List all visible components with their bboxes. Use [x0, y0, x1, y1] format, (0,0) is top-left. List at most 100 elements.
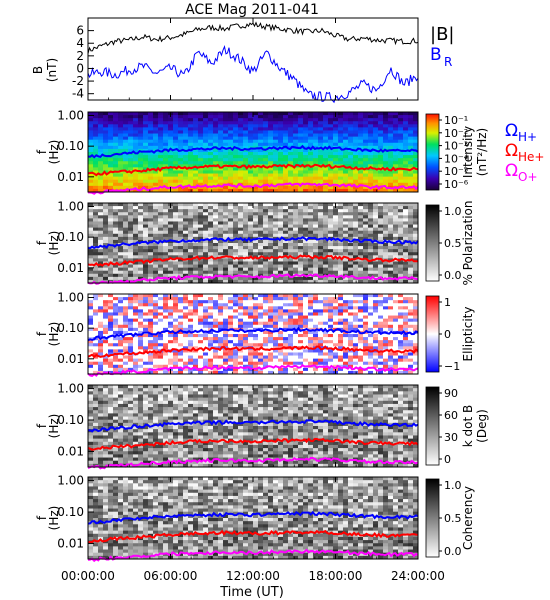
heatmap-cell	[233, 364, 239, 369]
heatmap-cell	[348, 324, 354, 329]
heatmap-cell	[293, 124, 299, 128]
heatmap-cell	[168, 321, 174, 326]
heatmap-cell	[188, 227, 194, 232]
heatmap-cell	[353, 118, 359, 122]
heatmap-cell	[188, 221, 194, 225]
heatmap-cell	[338, 276, 344, 281]
heatmap-cell	[163, 303, 169, 307]
heatmap-cell	[238, 215, 244, 219]
heatmap-cell	[248, 167, 254, 171]
heatmap-cell	[138, 158, 144, 162]
heatmap-cell	[188, 188, 194, 193]
heatmap-cell	[158, 334, 164, 338]
heatmap-cell	[88, 121, 94, 125]
heatmap-cell	[403, 124, 409, 128]
heatmap-cell	[273, 279, 279, 284]
heatmap-cell	[103, 224, 109, 229]
heatmap-cell	[173, 370, 179, 375]
heatmap-cell	[378, 145, 384, 150]
heatmap-cell	[183, 252, 189, 256]
heatmap-cell	[183, 270, 189, 275]
heatmap-cell	[303, 212, 309, 216]
heatmap-cell	[298, 367, 304, 372]
heatmap-cell	[333, 133, 339, 138]
heatmap-cell	[288, 243, 294, 247]
heatmap-cell	[268, 227, 274, 232]
heatmap-cell	[88, 361, 94, 366]
heatmap-cell	[243, 358, 249, 363]
heatmap-cell	[213, 112, 219, 116]
heatmap-cell	[323, 203, 329, 207]
heatmap-cell	[288, 209, 294, 213]
heatmap-cell	[148, 185, 154, 190]
heatmap-cell	[283, 239, 289, 244]
heatmap-cell	[113, 203, 119, 207]
heatmap-cell	[223, 261, 229, 265]
heatmap-cell	[98, 227, 104, 232]
heatmap-cell	[238, 243, 244, 247]
heatmap-cell	[353, 188, 359, 193]
heatmap-cell	[178, 130, 184, 134]
heatmap-cell	[98, 367, 104, 372]
heatmap-cell	[113, 367, 119, 372]
heatmap-cell	[378, 221, 384, 225]
heatmap-cell	[258, 261, 264, 265]
heatmap-cell	[338, 148, 344, 153]
heatmap-cell	[353, 209, 359, 213]
heatmap-cell	[313, 261, 319, 265]
heatmap-cell	[413, 267, 419, 272]
heatmap-cell	[388, 164, 394, 168]
heatmap-cell	[173, 206, 179, 210]
heatmap-cell	[293, 142, 299, 147]
heatmap-cell	[148, 324, 154, 329]
heatmap-cell	[188, 176, 194, 181]
heatmap-cell	[108, 167, 114, 171]
heatmap-cell	[198, 324, 204, 329]
heatmap-cell	[123, 249, 129, 253]
heatmap-cell	[93, 227, 99, 232]
heatmap-cell	[238, 297, 244, 301]
heatmap-cell	[308, 306, 314, 310]
heatmap-cell	[218, 227, 224, 232]
heatmap-cell	[298, 221, 304, 225]
heatmap-cell	[203, 224, 209, 229]
heatmap-cell	[298, 330, 304, 335]
heatmap-cell	[113, 167, 119, 171]
heatmap-cell	[168, 300, 174, 304]
heatmap-cell	[98, 145, 104, 150]
heatmap-cell	[218, 267, 224, 272]
heatmap-cell	[198, 270, 204, 275]
heatmap-cell	[408, 139, 414, 144]
heatmap-cell	[188, 297, 194, 301]
heatmap-cell	[318, 203, 324, 207]
gyrofrequency-legend-symbol: Ω	[505, 121, 518, 141]
heatmap-cell	[273, 182, 279, 187]
heatmap-cell	[258, 330, 264, 335]
heatmap-cell	[263, 246, 269, 250]
heatmap-cell	[108, 173, 114, 178]
heatmap-cell	[363, 124, 369, 128]
heatmap-cell	[208, 170, 214, 174]
heatmap-cell	[108, 224, 114, 229]
heatmap-cell	[138, 179, 144, 184]
heatmap-cell	[218, 276, 224, 281]
heatmap-cell	[398, 252, 404, 256]
heatmap-cell	[248, 327, 254, 332]
heatmap-cell	[338, 258, 344, 262]
heatmap-cell	[258, 209, 264, 213]
heatmap-cell	[148, 321, 154, 326]
heatmap-cell	[403, 145, 409, 150]
colorbar-tick-label: 0.5	[444, 237, 462, 250]
heatmap-cell	[263, 358, 269, 363]
heatmap-cell	[248, 309, 254, 313]
heatmap-cell	[128, 364, 134, 369]
heatmap-cell	[158, 236, 164, 241]
heatmap-cell	[173, 136, 179, 141]
heatmap-cell	[308, 239, 314, 244]
heatmap-cell	[123, 203, 129, 207]
heatmap-cell	[168, 309, 174, 313]
heatmap-cell	[283, 358, 289, 363]
heatmap-cell	[93, 279, 99, 284]
heatmap-cell	[103, 306, 109, 310]
heatmap-cell	[188, 343, 194, 347]
